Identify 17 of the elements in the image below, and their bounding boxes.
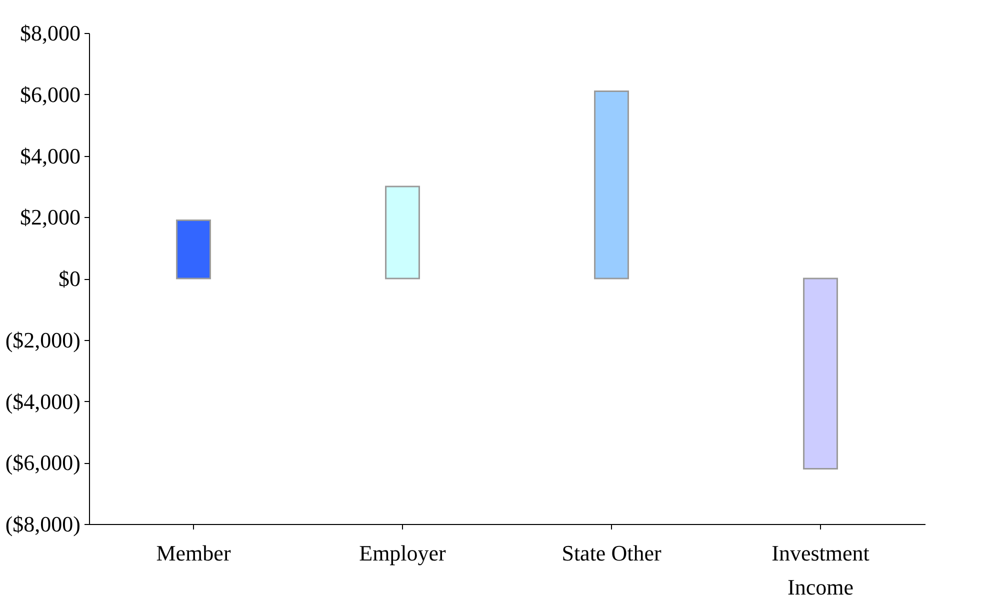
y-tick-label: ($8,000)	[5, 512, 80, 536]
bar	[594, 90, 629, 280]
bar	[385, 186, 420, 280]
x-tick-label: Employer	[359, 540, 447, 566]
y-tick-label: ($4,000)	[5, 388, 80, 414]
y-tick-label: $4,000	[20, 143, 80, 168]
bar	[803, 278, 838, 470]
y-tick-label: $2,000	[20, 204, 80, 230]
y-tick-label: $0	[58, 266, 80, 291]
x-tick-label: Member	[156, 540, 232, 566]
y-tick-label: ($6,000)	[5, 450, 80, 476]
bar	[176, 219, 211, 280]
x-tick-label: Investment Income	[772, 540, 870, 595]
y-tick-label: $8,000	[20, 20, 80, 46]
y-tick-label: ($2,000)	[5, 327, 80, 352]
y-tick-label: $6,000	[20, 82, 80, 107]
x-tick-label: State Other	[562, 540, 662, 566]
